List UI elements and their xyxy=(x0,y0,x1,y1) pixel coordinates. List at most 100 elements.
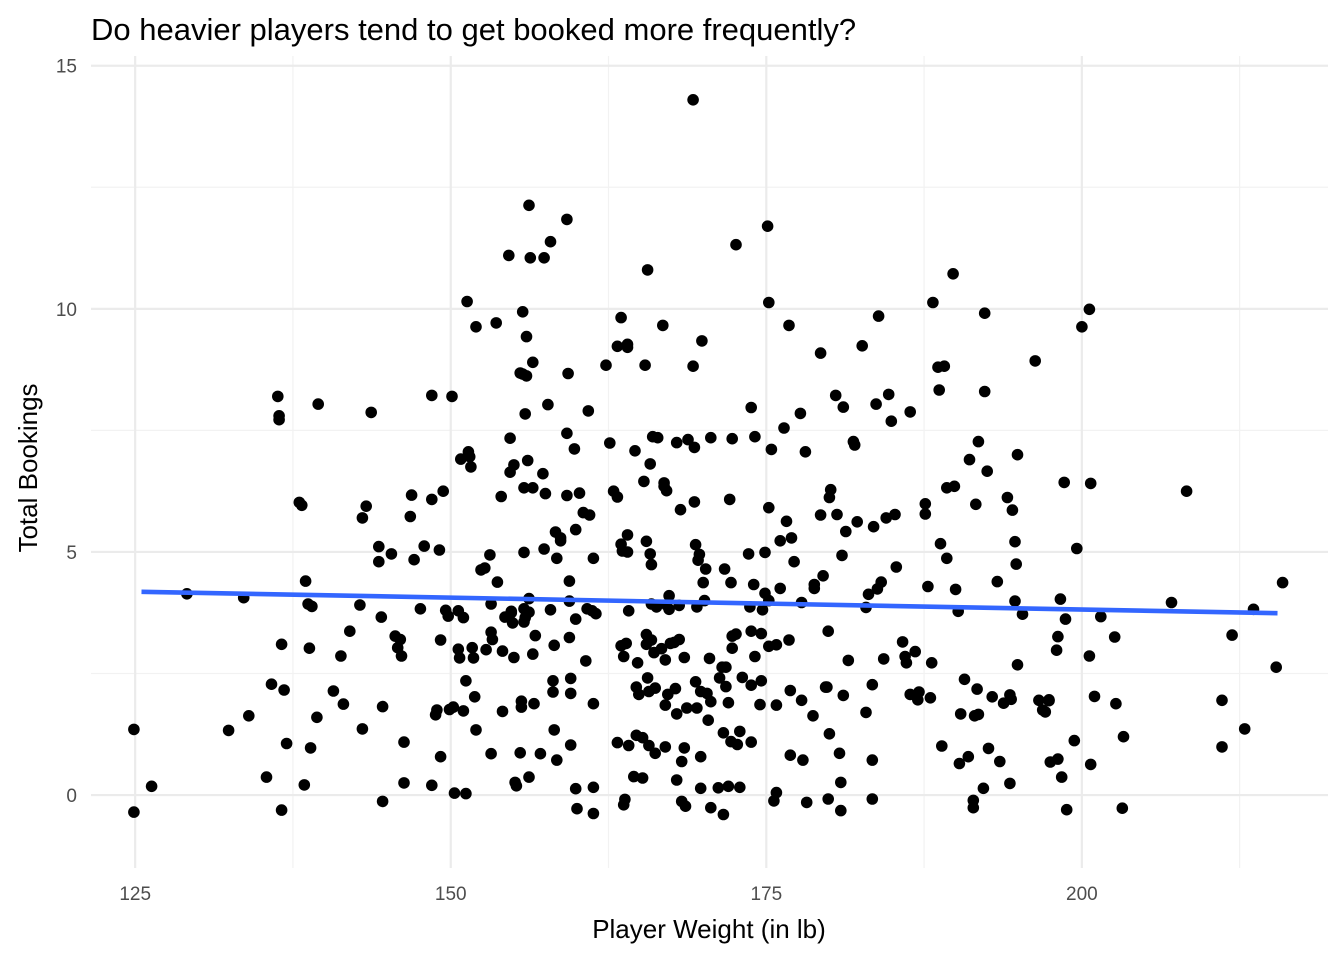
data-point xyxy=(823,728,836,740)
data-point xyxy=(414,603,427,615)
data-point xyxy=(860,706,872,719)
data-point xyxy=(447,701,460,713)
data-point xyxy=(835,804,847,817)
data-point xyxy=(688,441,701,454)
data-point xyxy=(745,625,757,637)
data-point xyxy=(749,430,761,443)
data-point xyxy=(611,491,624,503)
data-point xyxy=(527,648,539,660)
data-point xyxy=(717,808,730,821)
data-point xyxy=(726,642,738,654)
data-point xyxy=(712,782,725,794)
data-point xyxy=(568,443,581,455)
data-point xyxy=(537,467,549,480)
data-point xyxy=(650,601,663,613)
data-point xyxy=(491,576,504,588)
data-point xyxy=(496,705,509,718)
data-point xyxy=(620,637,632,650)
data-point xyxy=(569,613,582,625)
data-point xyxy=(925,657,938,669)
data-point xyxy=(696,335,708,347)
data-point xyxy=(763,501,775,514)
data-point xyxy=(1009,595,1021,607)
data-point xyxy=(1058,476,1070,489)
data-point xyxy=(814,509,827,521)
data-point xyxy=(398,777,410,789)
data-point xyxy=(468,691,481,703)
data-point xyxy=(991,575,1004,588)
data-point xyxy=(659,741,672,753)
data-point xyxy=(503,249,515,262)
data-point xyxy=(1059,613,1072,625)
data-point xyxy=(395,650,408,662)
data-point xyxy=(941,552,953,565)
data-point xyxy=(539,487,552,500)
data-point xyxy=(958,673,971,686)
chart-title: Do heavier players tend to get booked mo… xyxy=(91,12,856,47)
data-point xyxy=(799,446,812,458)
data-point xyxy=(831,508,843,521)
data-point xyxy=(452,643,465,655)
data-point xyxy=(687,94,699,106)
data-point xyxy=(457,705,470,717)
data-point xyxy=(398,736,410,748)
data-point xyxy=(1005,693,1017,706)
data-point xyxy=(360,500,373,512)
data-point xyxy=(808,582,821,595)
x-tick-label: 125 xyxy=(119,884,151,905)
data-point xyxy=(548,724,560,736)
data-point xyxy=(518,546,530,559)
data-point xyxy=(754,698,766,711)
trend-line xyxy=(141,589,1278,616)
data-point xyxy=(1180,485,1193,498)
data-point xyxy=(645,634,658,646)
data-point xyxy=(404,510,417,523)
data-point xyxy=(628,770,640,783)
data-point xyxy=(936,740,948,752)
data-point xyxy=(1050,644,1063,656)
data-point xyxy=(433,544,446,556)
data-point xyxy=(909,645,921,658)
data-point xyxy=(699,563,712,575)
data-point xyxy=(542,398,554,411)
data-point xyxy=(731,738,744,751)
data-point xyxy=(621,529,634,541)
data-point xyxy=(587,697,600,710)
data-point xyxy=(774,582,786,595)
data-point xyxy=(534,747,547,760)
data-point xyxy=(1270,661,1282,673)
data-point xyxy=(1238,723,1251,735)
data-point xyxy=(722,780,735,793)
x-axis-title: Player Weight (in lb) xyxy=(592,914,826,944)
data-point xyxy=(1054,593,1067,605)
data-point xyxy=(875,576,887,588)
data-points xyxy=(128,94,1289,821)
data-point xyxy=(1083,650,1096,662)
data-point xyxy=(770,639,783,651)
data-point xyxy=(725,576,737,589)
data-point xyxy=(978,385,991,398)
data-point xyxy=(1071,542,1083,555)
data-point xyxy=(703,652,716,665)
data-point xyxy=(611,736,624,749)
data-point xyxy=(1009,535,1021,548)
data-point xyxy=(780,515,793,528)
data-point xyxy=(298,779,311,791)
data-point xyxy=(1165,596,1178,609)
data-point xyxy=(631,657,644,669)
data-point xyxy=(822,793,834,805)
data-point xyxy=(866,754,879,766)
data-point xyxy=(622,739,635,752)
data-point xyxy=(651,431,664,444)
data-point xyxy=(461,295,473,308)
data-point xyxy=(954,708,967,720)
data-point xyxy=(521,454,534,467)
data-point xyxy=(867,520,880,533)
data-point xyxy=(734,781,746,794)
data-point xyxy=(495,490,508,503)
data-point xyxy=(657,319,669,332)
data-point xyxy=(273,413,285,426)
data-point xyxy=(982,742,995,755)
data-point xyxy=(842,654,855,667)
data-point xyxy=(837,401,850,413)
